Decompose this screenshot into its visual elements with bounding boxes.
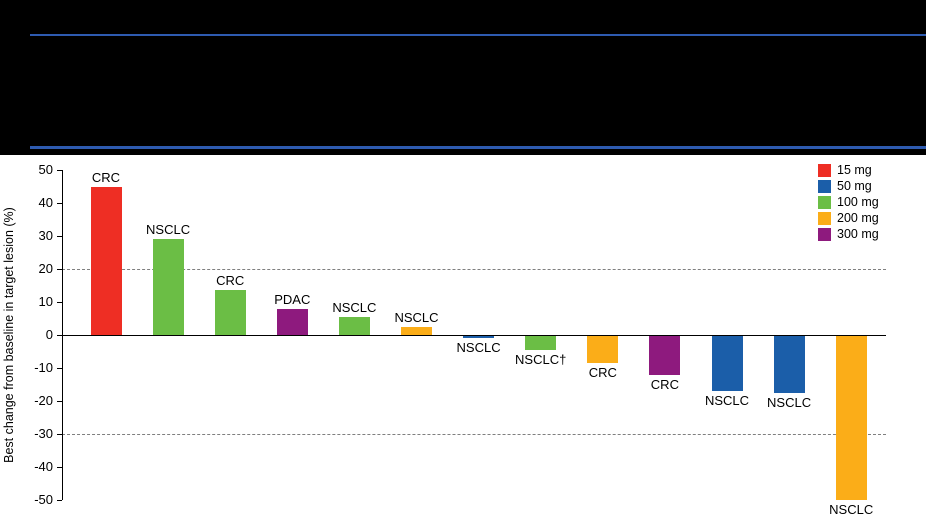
header-rule-top — [30, 34, 926, 36]
reference-line — [62, 269, 886, 270]
reference-line — [62, 434, 886, 435]
y-tick-label: -50 — [34, 492, 53, 507]
y-tick-mark — [57, 500, 62, 501]
bar — [152, 239, 184, 335]
bar — [401, 326, 432, 335]
bar-label: NSCLC† — [515, 351, 567, 367]
bar — [835, 335, 867, 500]
legend-label: 300 mg — [837, 227, 879, 241]
y-tick-label: -20 — [34, 393, 53, 408]
bar — [276, 308, 308, 335]
legend-swatch — [818, 179, 831, 193]
legend-label: 200 mg — [837, 211, 879, 225]
bar-label: PDAC — [274, 291, 311, 307]
chart-panel: Best change from baseline in target lesi… — [0, 155, 926, 519]
bar-label: CRC — [588, 365, 617, 381]
bar-label: NSCLC — [767, 394, 812, 410]
legend-label: 15 mg — [837, 163, 872, 177]
legend-swatch — [818, 163, 831, 177]
bar-label: CRC — [650, 376, 679, 392]
y-tick-label: 30 — [38, 228, 53, 243]
zero-axis-line — [62, 335, 886, 336]
bar — [587, 335, 619, 364]
bar-label: NSCLC — [829, 502, 874, 517]
bar — [525, 335, 557, 350]
bar — [338, 316, 370, 335]
y-tick-mark — [57, 467, 62, 468]
bar-label: CRC — [216, 273, 245, 289]
y-tick-label: 0 — [45, 327, 53, 342]
bar — [463, 335, 495, 339]
y-tick-label: -40 — [34, 459, 53, 474]
bar — [649, 335, 681, 375]
legend-swatch — [818, 211, 831, 225]
bar-label: NSCLC — [394, 309, 439, 325]
bar — [773, 335, 805, 393]
bar-label: CRC — [91, 169, 121, 185]
legend-item: 15 mg — [818, 162, 879, 178]
legend-swatch — [818, 227, 831, 241]
plot-area: 50 40 30 20 10 0 -10 -20 -30 -40 -50 CRC NSCLC CRC PDA… — [0, 155, 926, 519]
legend-label: 50 mg — [837, 179, 872, 193]
y-tick-mark — [57, 401, 62, 402]
bar — [214, 290, 246, 335]
y-tick-mark — [57, 236, 62, 237]
y-tick-label: -30 — [34, 426, 53, 441]
y-tick-mark — [57, 203, 62, 204]
bar — [90, 186, 122, 335]
y-tick-label: -10 — [34, 360, 53, 375]
bar-label: NSCLC — [146, 222, 191, 238]
legend-item: 200 mg — [818, 210, 879, 226]
y-tick-mark — [57, 368, 62, 369]
bar-label: NSCLC — [704, 393, 750, 409]
y-tick-mark — [57, 434, 62, 435]
y-tick-mark — [57, 302, 62, 303]
y-tick-mark — [57, 170, 62, 171]
bar — [711, 335, 743, 392]
y-axis-title: Best change from baseline in target lesi… — [2, 207, 16, 463]
y-tick-label: 20 — [38, 261, 53, 276]
y-tick-label: 50 — [38, 162, 53, 177]
y-tick-label: 40 — [38, 195, 53, 210]
y-tick-mark — [57, 269, 62, 270]
y-tick-mark — [57, 335, 62, 336]
bar-label: NSCLC — [456, 340, 501, 356]
legend-swatch — [818, 195, 831, 209]
y-tick-label: 10 — [38, 294, 53, 309]
legend-item: 50 mg — [818, 178, 879, 194]
legend: 15 mg 50 mg 100 mg 200 mg 300 mg — [818, 162, 879, 242]
legend-item: 100 mg — [818, 194, 879, 210]
legend-item: 300 mg — [818, 226, 879, 242]
header-rule-bottom — [30, 146, 926, 149]
redacted-title-area — [0, 0, 926, 155]
bar-label: NSCLC — [332, 299, 377, 315]
legend-label: 100 mg — [837, 195, 879, 209]
